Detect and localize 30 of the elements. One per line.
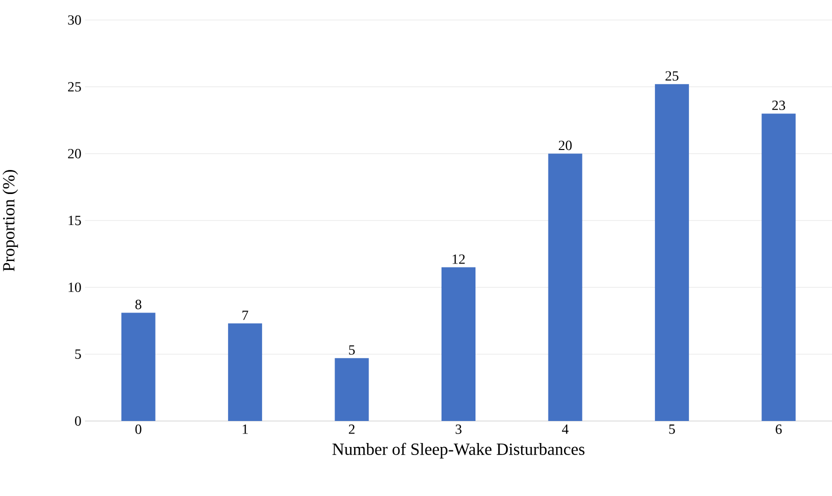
x-tick-label: 1 (242, 424, 248, 434)
y-tick-label: 20 (68, 148, 81, 158)
y-tick-label: 30 (68, 15, 81, 25)
bar (654, 84, 689, 421)
data-label: 25 (666, 71, 678, 81)
data-label: 8 (135, 300, 142, 310)
x-tick-label: 6 (776, 424, 782, 434)
data-label: 5 (349, 345, 355, 355)
x-tick-label: 4 (562, 424, 569, 434)
bar (442, 267, 476, 421)
x-tick-label: 2 (348, 424, 355, 434)
y-tick-label: 15 (68, 216, 81, 226)
x-axis-title: Number of Sleep-Wake Disturbances (332, 442, 584, 458)
bar (228, 323, 262, 421)
y-tick-label: 25 (68, 82, 81, 92)
bar (548, 154, 582, 421)
data-label: 7 (242, 310, 248, 320)
y-axis-title: Proportion (%) (2, 170, 18, 272)
data-label: 20 (558, 140, 572, 150)
bar (762, 114, 796, 421)
y-tick-label: 10 (68, 282, 81, 292)
bar (121, 312, 156, 421)
y-tick-label: 0 (75, 416, 81, 426)
x-tick-label: 5 (669, 424, 675, 434)
x-tick-label: 3 (456, 424, 462, 434)
x-tick-label: 0 (135, 424, 142, 434)
bar (334, 358, 369, 421)
data-label: 23 (772, 100, 786, 110)
data-label: 12 (452, 254, 465, 264)
y-tick-label: 5 (75, 350, 81, 359)
